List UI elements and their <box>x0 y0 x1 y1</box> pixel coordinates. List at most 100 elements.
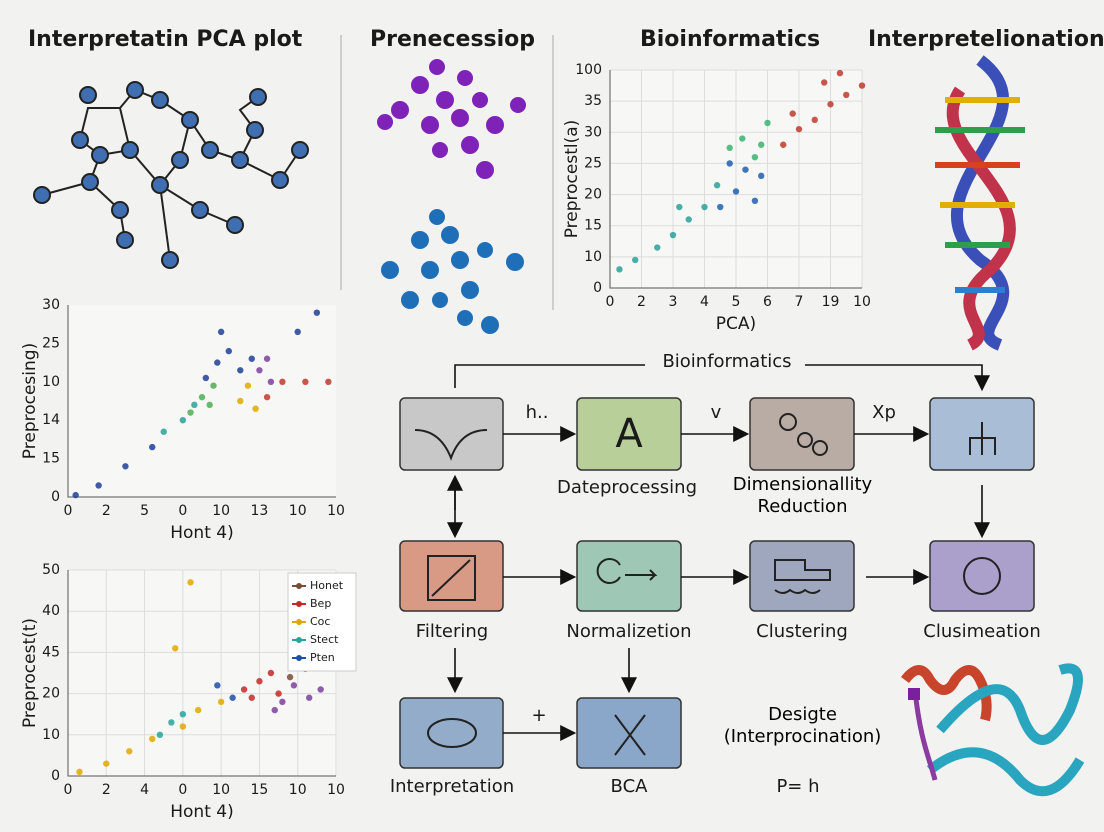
x-tick-label: 10 <box>212 782 230 798</box>
y-tick-label: 25 <box>42 335 60 351</box>
point <box>632 256 639 264</box>
legend-swatch <box>296 601 302 607</box>
point <box>172 645 179 652</box>
flow-node <box>929 540 1035 612</box>
legend-swatch <box>296 655 302 661</box>
flow-node <box>399 697 504 769</box>
point <box>279 378 286 385</box>
panel-title: Prenecessiop <box>370 27 535 52</box>
point <box>726 144 733 152</box>
x-axis-label: Hont 4) <box>170 802 233 822</box>
point <box>306 694 313 701</box>
x-tick-label: 10 <box>212 503 230 519</box>
y-tick-label: 20 <box>42 686 60 702</box>
point <box>149 735 156 743</box>
x-tick-label: 2 <box>102 503 111 519</box>
y-tick-label: 10 <box>42 727 60 743</box>
x-tick-label: 4 <box>700 294 709 310</box>
molecule <box>33 81 309 269</box>
flow-label: Bioinformatics <box>662 351 791 372</box>
x-tick-label: 7 <box>795 294 804 310</box>
point <box>206 401 213 409</box>
node-label: BCA <box>611 776 649 797</box>
edge-label: Xp <box>872 402 896 423</box>
flow-node <box>749 540 855 612</box>
point <box>225 347 232 355</box>
node-label: Filtering <box>416 621 488 642</box>
legend-label: Pten <box>310 651 335 664</box>
point <box>149 443 156 451</box>
y-tick-label: 50 <box>42 562 60 578</box>
edge-label: h.. <box>526 402 549 423</box>
point <box>187 409 194 416</box>
x-tick-label: 19 <box>822 294 840 310</box>
legend-label: Honet <box>310 579 344 592</box>
x-tick-label: 2 <box>102 782 111 798</box>
point <box>739 135 746 142</box>
point <box>248 355 255 362</box>
plot-area <box>68 305 336 497</box>
point <box>654 244 661 251</box>
axis <box>67 570 336 777</box>
panel-title: Interpretelionation <box>868 27 1104 52</box>
point <box>732 188 740 195</box>
node-glyph: A <box>615 411 643 457</box>
legend-label: Stect <box>310 633 339 646</box>
note-box: Desigte (Interprocination) <box>723 704 882 747</box>
y-tick-label: 45 <box>42 644 60 660</box>
x-axis-label: PCA) <box>716 314 756 334</box>
y-tick-label: 25 <box>584 155 602 171</box>
point <box>263 355 271 362</box>
point <box>701 203 708 211</box>
point <box>764 119 771 127</box>
point <box>156 731 164 738</box>
point <box>214 682 221 689</box>
point <box>214 359 221 366</box>
x-tick-label: 5 <box>140 503 149 519</box>
point <box>72 491 79 499</box>
dna-helix <box>935 55 1025 351</box>
point <box>616 266 623 273</box>
point <box>168 719 175 726</box>
node-label-box: Dimensionallity Reduction <box>733 474 872 517</box>
flow-node <box>399 540 504 612</box>
y-tick-label: 10 <box>584 249 602 265</box>
y-tick-label: 10 <box>42 374 60 390</box>
point <box>836 69 844 77</box>
y-tick-label: 40 <box>42 603 60 619</box>
legend-swatch <box>296 619 302 625</box>
node-label: Normalizetion <box>566 621 691 642</box>
point <box>271 706 278 714</box>
node-label: Clusimeation <box>923 621 1040 642</box>
point <box>217 328 225 336</box>
point <box>122 463 129 470</box>
x-tick-label: 0 <box>64 782 73 798</box>
point <box>252 405 259 412</box>
x-tick-label: 5 <box>732 294 741 310</box>
point <box>95 482 102 489</box>
molecule <box>377 59 526 179</box>
y-tick-label: 30 <box>584 124 602 140</box>
point <box>827 101 834 108</box>
note: Desigte (Interprocination) <box>723 704 882 747</box>
point <box>302 378 309 385</box>
panel-title: Bioinformatics <box>640 27 820 52</box>
point <box>160 428 167 435</box>
point <box>780 141 787 148</box>
point <box>811 116 818 124</box>
legend-label: Bep <box>310 597 331 610</box>
point <box>210 382 217 389</box>
point <box>267 378 275 385</box>
y-axis-label: Preprocesing) <box>20 343 40 459</box>
y-tick-label: 15 <box>584 218 602 234</box>
point <box>179 417 187 424</box>
point <box>103 760 110 767</box>
x-tick-label: 4 <box>140 782 149 798</box>
y-tick-label: 15 <box>42 451 60 467</box>
legend-swatch <box>296 583 302 589</box>
edge-label: v <box>711 402 722 423</box>
point <box>758 172 765 180</box>
y-tick-label: 100 <box>575 62 602 78</box>
point <box>751 154 759 161</box>
